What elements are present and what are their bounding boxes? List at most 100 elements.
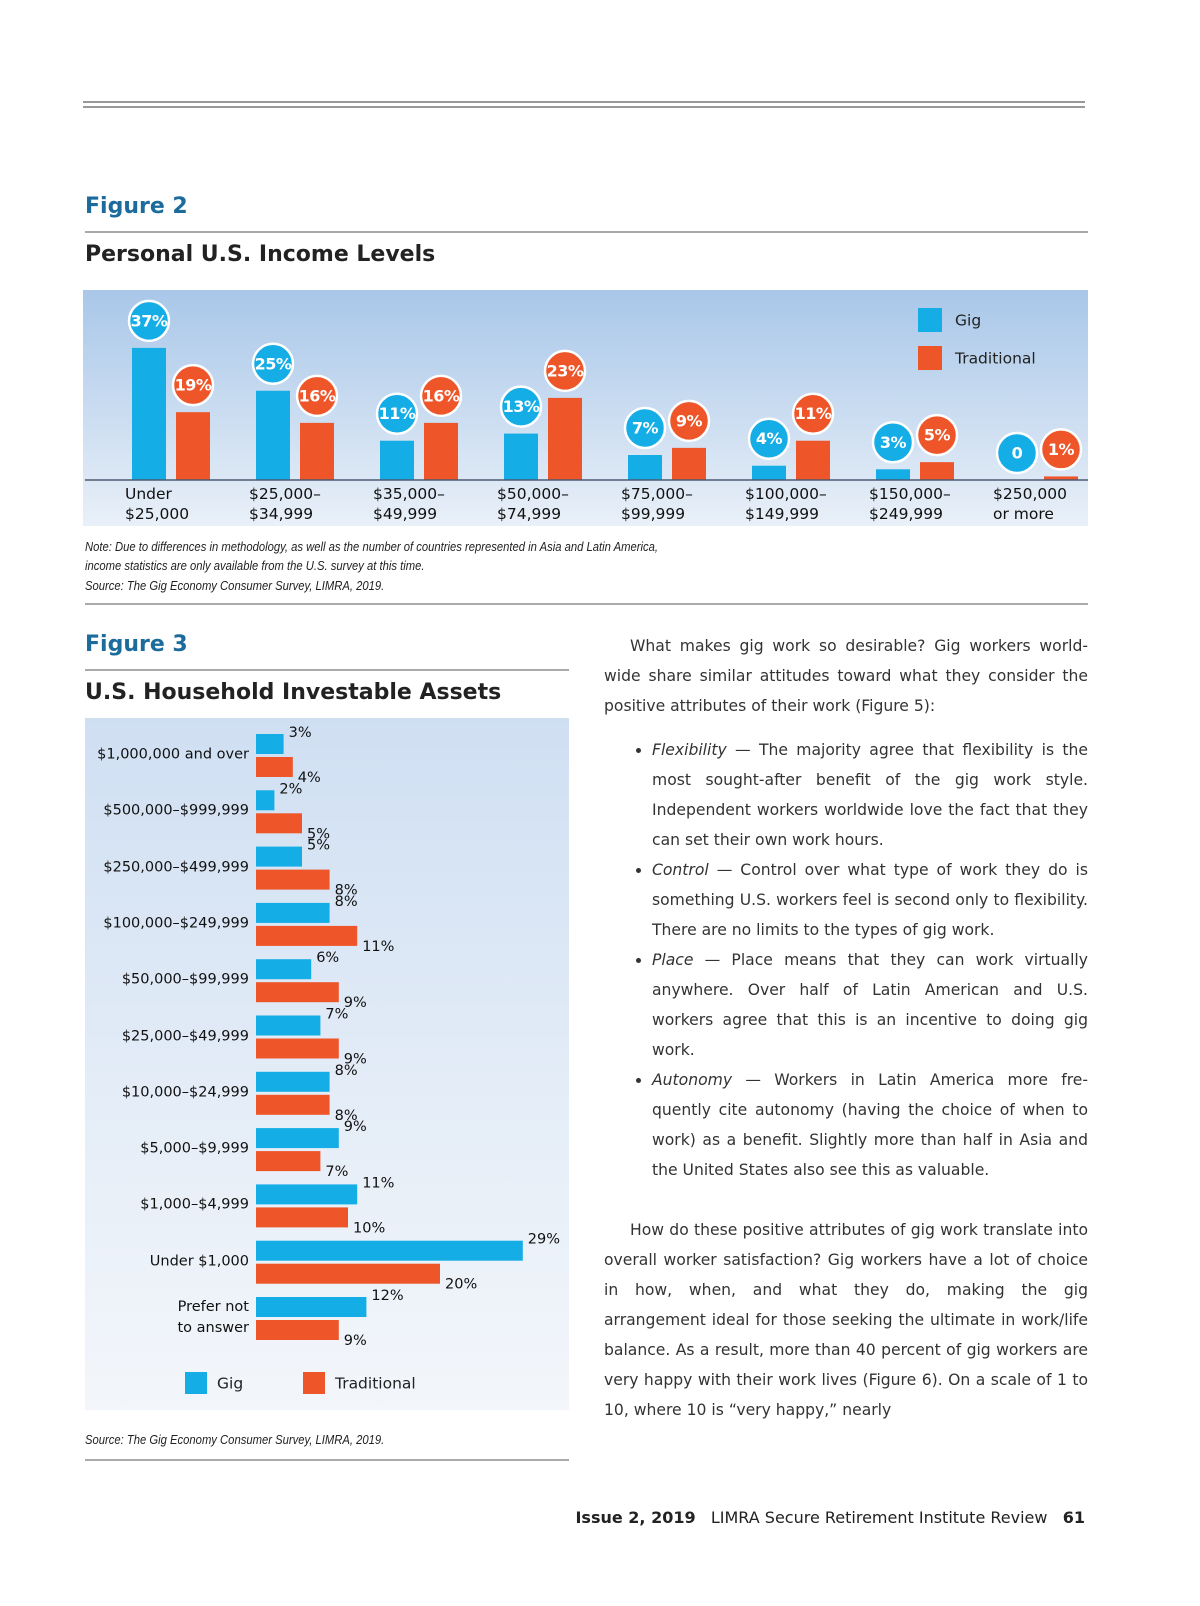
bar [256,925,358,946]
source: Source: The Gig Economy Consumer Survey,… [85,1433,385,1447]
y-tick-label: $5,000–$9,999 [140,1140,249,1157]
value-label: 1% [1048,440,1075,459]
x-tick-label: $250,000 or more [993,485,1067,523]
figure-title: Personal U.S. Income Levels [85,242,436,267]
bullet: Place — Place means that they can work v… [652,945,1088,1065]
bullet: Autonomy — Workers in Latin America more… [652,1065,1088,1185]
value-bubble [375,392,419,435]
y-tick-label: $50,000–$99,999 [121,971,249,988]
value-label: 12% [371,1288,403,1304]
bullet-term: Flexibility [652,741,727,759]
x-tick-label: $25,000– $34,999 [249,485,321,523]
figure-label: Figure 3 [85,632,188,657]
note: income statistics are only available fro… [85,559,425,573]
bar [256,1240,523,1261]
x-tick-label: $35,000– $49,999 [373,485,445,523]
value-label: 8% [335,1108,358,1124]
y-tick-label: Prefer not to answer [177,1299,249,1336]
note: Note: Due to differences in methodology,… [85,540,659,554]
value-label: 23% [547,361,584,380]
value-bubble [499,385,543,428]
bar [256,1184,358,1205]
bullet-text: — Control over what type of work they do… [652,861,1088,939]
value-label: 9% [344,995,367,1011]
page-number: 61 [1062,1508,1085,1527]
value-label: 9% [344,1119,367,1135]
bullet: Control — Control over what type of work… [652,855,1088,945]
bullet-text: — The majority agree that flexibility is… [652,741,1088,849]
value-bubble [915,413,959,457]
y-tick-label: $25,000–$49,999 [121,1028,249,1044]
value-label: 7% [325,1007,348,1023]
value-bubble [747,417,791,460]
bar [256,1297,367,1317]
value-label: 11% [795,404,832,423]
bar [176,412,210,480]
value-label: 19% [175,376,212,395]
bar [256,1038,339,1059]
bar [504,433,538,480]
bar [672,447,706,480]
bar [256,1263,440,1284]
value-label: 7% [325,1164,348,1180]
value-label: 11% [362,939,394,955]
value-label: 16% [299,386,336,405]
value-label: 5% [924,426,951,445]
value-label: 0 [1012,444,1023,463]
x-tick-label: Under $25,000 [125,485,190,523]
value-label: 11% [362,1175,394,1191]
bar [628,455,662,480]
value-label: 9% [676,411,703,430]
bar [256,959,312,980]
value-bubble [791,392,835,435]
value-label: 9% [344,1052,367,1068]
value-label: 25% [255,354,292,373]
value-label: 4% [756,429,783,448]
legend-label: Gig [955,312,981,330]
bar [300,422,334,480]
value-bubble [251,342,295,385]
figure-title: U.S. Household Investable Assets [85,680,502,705]
bar [256,982,339,1003]
value-bubble [623,406,667,450]
y-tick-label: $10,000–$24,999 [121,1084,249,1101]
x-tick-label: $50,000– $74,999 [497,485,569,523]
bar [380,440,414,480]
y-tick-label: $1,000–$4,999 [140,1196,249,1213]
y-tick-label: $250,000–$499,999 [103,859,249,876]
value-label: 29% [528,1232,560,1248]
bullet-list: Flexibility — The majority agree that fl… [604,735,1088,1185]
paragraph: What makes gig work so desirable? Gig wo… [604,637,1088,715]
bar [548,397,582,480]
bar [920,462,954,480]
bar [256,790,275,811]
value-label: 16% [423,386,460,405]
bullet-text: — Workers in Latin America more fre-quen… [652,1071,1088,1179]
bar [256,390,290,480]
value-label: 9% [344,1333,367,1349]
bar [256,869,330,890]
article: What makes gig work so desirable? Gig wo… [604,631,1088,1425]
value-bubble [871,421,915,464]
value-label: 37% [131,311,168,330]
legend-swatch [918,308,942,332]
bar [256,902,330,923]
bullet-text: — Place means that they can work virtual… [652,951,1088,1059]
value-label: 6% [316,950,339,966]
y-tick-label: $500,000–$999,999 [103,802,249,819]
value-label: 7% [632,419,659,438]
value-label: 5% [307,826,330,842]
legend-swatch [185,1372,207,1394]
value-label: 3% [880,433,907,452]
bar [796,440,830,480]
value-bubble [171,363,215,407]
legend-label: Traditional [954,350,1036,368]
value-label: 13% [503,397,540,416]
footer: Issue 2, 2019 LIMRA Secure Retirement In… [575,1508,1085,1527]
value-label: 20% [445,1277,477,1293]
bar [256,1207,348,1228]
y-tick-label: $1,000,000 and over [97,746,249,763]
value-label: 3% [289,725,312,741]
